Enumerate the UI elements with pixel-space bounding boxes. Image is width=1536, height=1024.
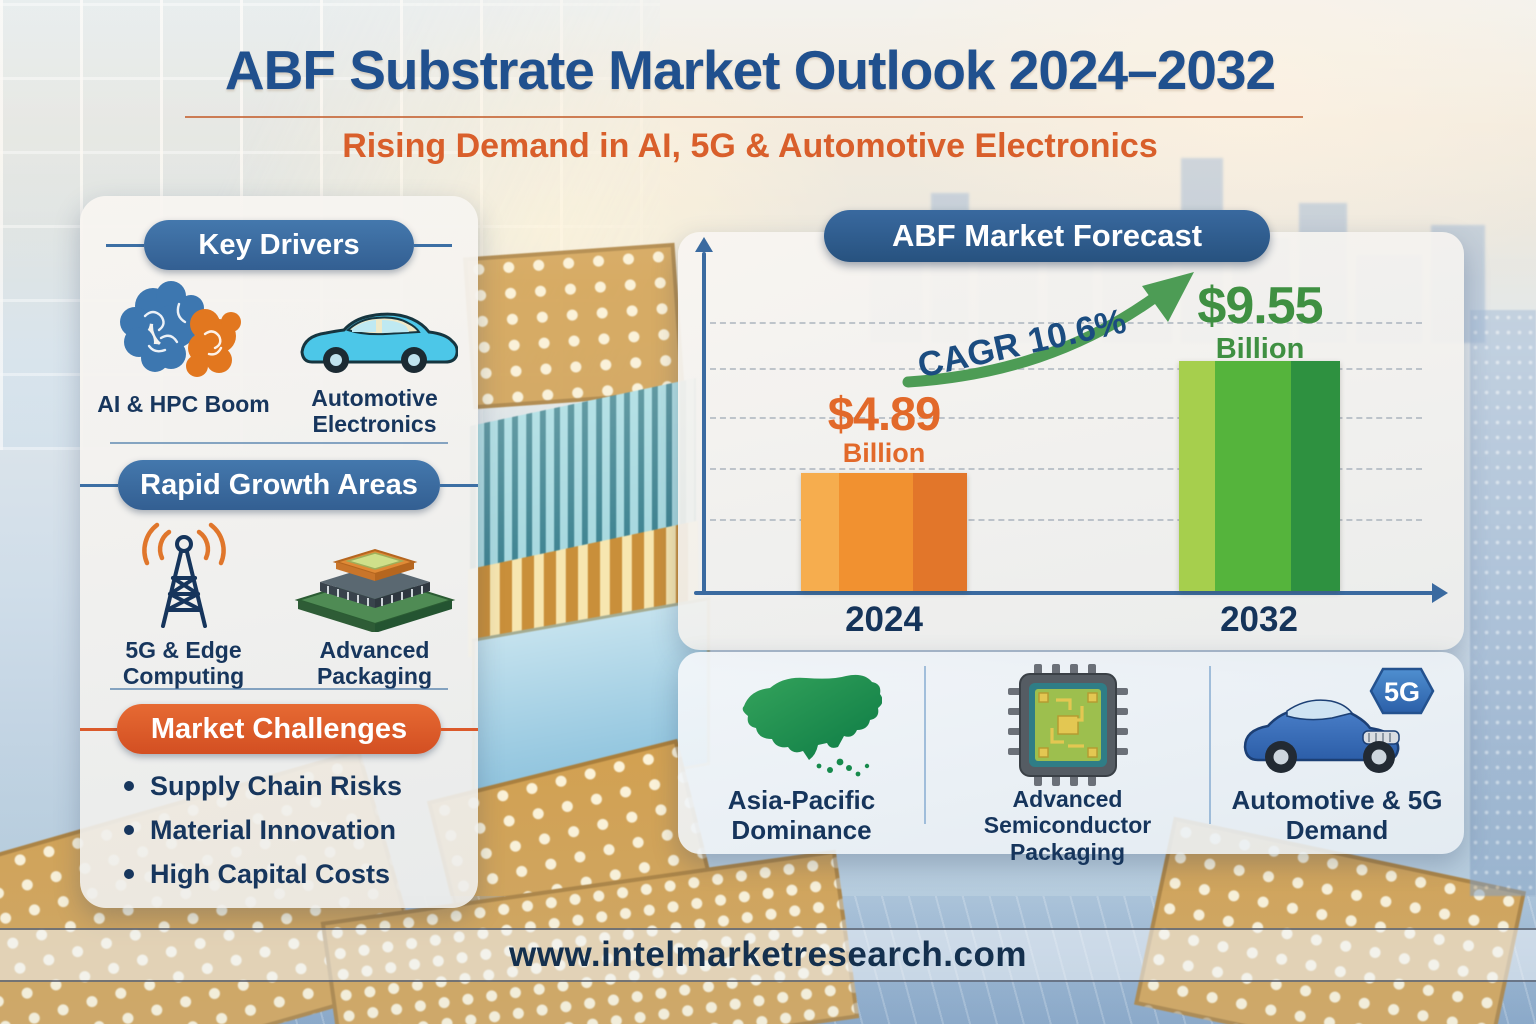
list-item: Material Innovation [124, 808, 454, 852]
car-icon [299, 312, 458, 373]
pill-line [440, 727, 479, 731]
x-axis [694, 591, 1436, 595]
title-divider [185, 116, 1303, 118]
pill-line [106, 243, 144, 247]
driver-item-automotive: Automotive Electronics [279, 280, 470, 438]
growth-areas-header: Rapid Growth Areas [80, 460, 478, 510]
bullet-icon [124, 781, 134, 791]
x-tick-2024: 2024 [845, 600, 923, 639]
unit-label: Billion [842, 438, 926, 468]
growth-arrow-icon [902, 272, 1194, 388]
highlight-semiconductor: Advanced Semiconductor Packaging [925, 652, 1210, 865]
growth-areas-items: 5G & Edge Computing [88, 520, 470, 690]
gridline [710, 322, 1422, 324]
key-drivers-items: AI & HPC Boom Automotive Electronics [88, 280, 470, 438]
highlight-label: Advanced Semiconductor Packaging [983, 786, 1152, 865]
challenge-text: High Capital Costs [150, 858, 391, 889]
gridline [710, 519, 1422, 521]
growth-label: Advanced Packaging [316, 637, 433, 689]
highlight-label: Asia-Pacific Dominance [727, 785, 876, 845]
section-divider [110, 442, 448, 444]
y-axis-arrow-icon [695, 237, 713, 252]
5g-tower-icon [141, 522, 226, 628]
car-5g-icon: 5G [1243, 667, 1435, 773]
value-label-2024: $4.89 Billion [776, 390, 992, 467]
pill-line [414, 243, 452, 247]
key-drivers-header: Key Drivers [80, 220, 478, 270]
icon-box: 5G [1233, 664, 1441, 786]
bullet-icon [124, 869, 134, 879]
value-2032: $9.55 [1197, 277, 1323, 335]
growth-item-packaging: Advanced Packaging [279, 520, 470, 690]
bar-2032 [1179, 361, 1340, 591]
market-challenges-header: Market Challenges [80, 704, 479, 754]
challenge-text: Supply Chain Risks [150, 770, 403, 801]
pill-line [80, 483, 118, 487]
section-divider [110, 688, 448, 690]
circuit-block-decoration [462, 242, 686, 410]
driver-label: Automotive Electronics [311, 385, 438, 437]
market-challenges-pill: Market Challenges [117, 704, 441, 754]
growth-label: 5G & Edge Computing [122, 637, 245, 689]
challenge-text: Material Innovation [150, 814, 397, 845]
driver-item-ai: AI & HPC Boom [88, 280, 279, 438]
icon-box [1007, 664, 1128, 786]
x-axis-arrow-icon [1432, 583, 1448, 603]
value-label-2032: $9.55 Billion [1140, 280, 1380, 364]
value-2024: $4.89 [827, 387, 942, 440]
growth-item-5g: 5G & Edge Computing [88, 520, 279, 690]
asia-map-icon [742, 674, 882, 777]
column-divider [924, 666, 926, 824]
icon-box [722, 664, 882, 786]
bar-2024 [801, 473, 967, 591]
y-axis [702, 252, 706, 595]
bullet-icon [124, 825, 134, 835]
gridline [710, 368, 1422, 370]
pill-line [440, 483, 478, 487]
key-drivers-pill: Key Drivers [144, 220, 414, 270]
footer-band: www.intelmarketresearch.com [0, 928, 1536, 982]
forecast-chart-panel: ABF Market Forecast $4.89 Billion $9.55 … [678, 210, 1464, 650]
chart-title-pill: ABF Market Forecast [824, 210, 1270, 262]
driver-label: AI & HPC Boom [97, 391, 270, 417]
page-title: ABF Substrate Market Outlook 2024–2032 [224, 39, 1276, 101]
website-url: www.intelmarketresearch.com [509, 935, 1027, 974]
list-item: High Capital Costs [124, 852, 454, 896]
building-decoration [1470, 310, 1536, 896]
challenges-list: Supply Chain Risks Material Innovation H… [124, 764, 454, 896]
list-item: Supply Chain Risks [124, 764, 454, 808]
x-tick-2032: 2032 [1220, 600, 1298, 639]
column-divider [1209, 666, 1211, 824]
page-subtitle: Rising Demand in AI, 5G & Automotive Ele… [342, 127, 1158, 165]
highlight-label: Automotive & 5G Demand [1231, 785, 1443, 845]
highlight-automotive-5g: 5G Automotive & 5G Demand [1210, 652, 1464, 854]
gridline [710, 417, 1422, 419]
highlights-panel: Asia-Pacific Dominance [678, 652, 1464, 865]
chip-package-icon [294, 548, 455, 632]
unit-label: Billion [1215, 333, 1305, 365]
gridline [710, 468, 1422, 470]
brain-ai-icon [119, 281, 241, 377]
semiconductor-chip-icon [1007, 664, 1128, 786]
pill-line [80, 727, 118, 731]
growth-areas-pill: Rapid Growth Areas [118, 460, 440, 510]
key-info-panel: Key Drivers [80, 196, 479, 908]
badge-5g-text: 5G [1384, 677, 1420, 707]
highlight-asia-pacific: Asia-Pacific Dominance [678, 652, 925, 854]
